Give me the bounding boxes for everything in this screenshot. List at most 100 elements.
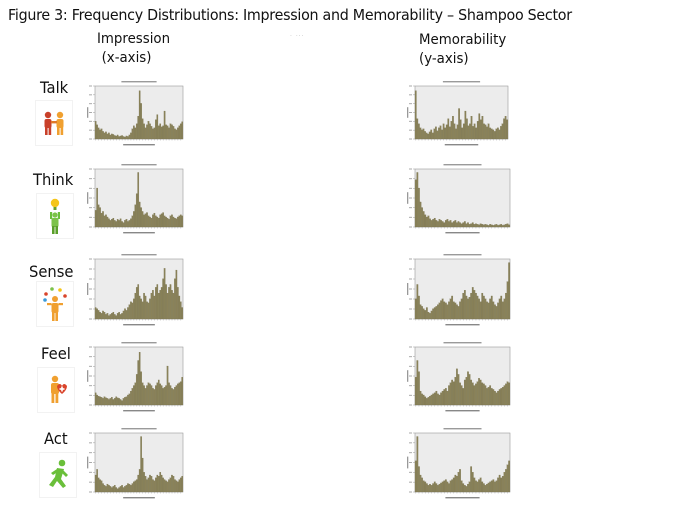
y-tick-label	[89, 103, 92, 105]
bar	[119, 218, 122, 228]
bar	[130, 485, 132, 493]
x-axis-label	[123, 324, 155, 326]
bar	[478, 113, 481, 140]
y-tick-label	[409, 258, 412, 260]
bar	[124, 486, 126, 493]
bar	[430, 220, 433, 228]
bar	[113, 485, 116, 493]
bar	[144, 388, 147, 406]
y-tick-label	[89, 268, 92, 270]
bar	[163, 110, 166, 140]
bar	[97, 127, 100, 140]
bar	[427, 133, 429, 140]
bar	[492, 129, 495, 140]
bar	[141, 118, 144, 140]
bar	[116, 219, 119, 228]
bar	[438, 302, 441, 320]
bar	[487, 387, 490, 406]
bar	[432, 308, 435, 320]
bar	[177, 481, 179, 493]
bar	[497, 225, 499, 228]
chart-act-memorability	[407, 428, 511, 499]
bar	[179, 477, 182, 493]
bar	[163, 479, 166, 493]
bar	[119, 486, 122, 493]
bar	[456, 304, 458, 320]
bar	[454, 377, 457, 406]
y-tick-label	[89, 404, 92, 406]
bar	[174, 217, 176, 228]
bar	[481, 292, 484, 320]
bar	[166, 217, 169, 228]
bar	[168, 219, 170, 228]
bar	[171, 290, 173, 320]
bar	[497, 127, 499, 140]
bar	[127, 221, 129, 228]
bar	[141, 457, 144, 493]
bar	[438, 127, 440, 140]
bar	[172, 216, 175, 228]
bar	[127, 483, 129, 493]
bar	[482, 295, 485, 320]
bar	[435, 220, 438, 228]
bar	[127, 394, 129, 406]
y-tick-label	[409, 481, 412, 483]
bar	[498, 474, 501, 493]
bar	[429, 483, 431, 493]
bar	[150, 217, 153, 228]
bar	[437, 221, 439, 228]
bar	[459, 469, 461, 493]
bar	[471, 222, 474, 228]
bar	[486, 126, 488, 140]
chart-act-impression	[87, 428, 184, 499]
bar	[429, 313, 431, 320]
bar	[481, 115, 484, 140]
bar	[425, 483, 428, 493]
bar	[501, 123, 504, 140]
bar	[140, 103, 142, 140]
y-tick-label	[409, 187, 412, 189]
y-axis-label	[407, 370, 409, 382]
bar	[160, 385, 163, 406]
chart-feel-impression	[87, 342, 184, 412]
bar	[449, 298, 452, 320]
bar	[478, 378, 480, 406]
bar	[105, 131, 107, 140]
bar	[127, 136, 129, 140]
bar	[433, 128, 436, 140]
bar	[112, 486, 115, 493]
bar	[416, 284, 419, 320]
bar	[424, 396, 427, 406]
bar	[94, 474, 97, 493]
bar	[124, 220, 126, 228]
bar	[122, 310, 125, 320]
bar	[456, 476, 458, 493]
bar	[134, 382, 137, 406]
chart-title	[121, 342, 157, 344]
bar	[487, 123, 490, 140]
bar	[133, 385, 135, 406]
y-tick-label	[409, 471, 412, 473]
bar	[162, 477, 164, 493]
bar	[494, 390, 496, 406]
bar	[100, 128, 103, 140]
bar	[143, 385, 145, 406]
bar	[459, 119, 462, 140]
bar	[435, 390, 438, 406]
bar	[121, 400, 123, 406]
bar	[152, 388, 154, 406]
bar	[451, 295, 454, 320]
bar	[177, 127, 179, 140]
bar	[500, 388, 503, 406]
y-tick-label	[409, 168, 412, 170]
bar	[115, 315, 118, 320]
bar	[468, 374, 471, 406]
bar	[172, 389, 175, 406]
bar	[128, 134, 131, 140]
bar	[443, 480, 446, 493]
y-tick-label	[409, 298, 412, 300]
y-tick-label	[89, 168, 92, 170]
bar	[105, 314, 107, 320]
bar	[163, 268, 166, 320]
bar	[124, 136, 126, 140]
